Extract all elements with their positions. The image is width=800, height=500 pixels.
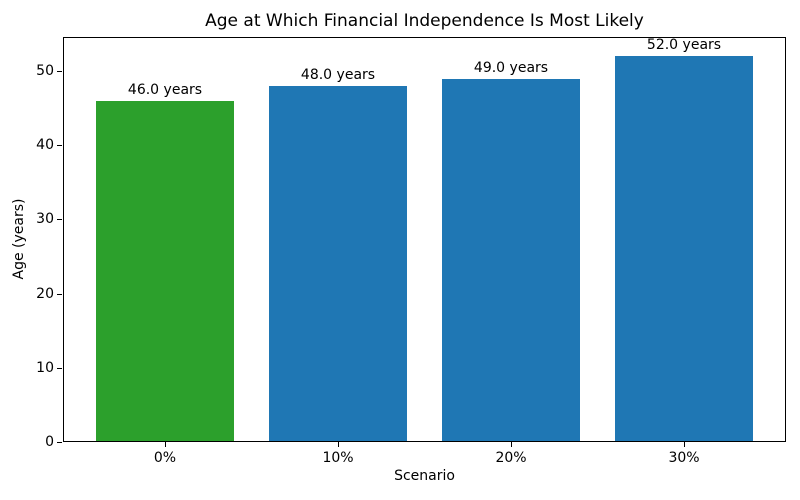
bar-value-label: 49.0 years — [473, 60, 549, 76]
x-tick-label: 0% — [153, 450, 177, 466]
y-axis-label: Age (years) — [11, 198, 27, 280]
y-tick-mark — [57, 368, 62, 369]
y-tick-label: 20 — [36, 286, 54, 302]
y-tick-mark — [57, 71, 62, 72]
y-tick-label: 50 — [36, 63, 54, 79]
y-tick-mark — [57, 219, 62, 220]
x-tick-mark — [338, 442, 339, 447]
y-tick-mark — [57, 145, 62, 146]
bar-20% — [442, 79, 580, 441]
x-tick-label: 30% — [668, 450, 700, 466]
bar-30% — [615, 56, 753, 441]
bar-10% — [269, 86, 407, 441]
bar-value-label: 46.0 years — [127, 82, 203, 98]
x-tick-label: 20% — [495, 450, 527, 466]
x-tick-mark — [511, 442, 512, 447]
y-tick-label: 40 — [36, 137, 54, 153]
bar-0% — [96, 101, 234, 441]
y-tick-label: 10 — [36, 360, 54, 376]
x-tick-mark — [165, 442, 166, 447]
y-tick-label: 30 — [36, 211, 54, 227]
y-tick-mark — [57, 442, 62, 443]
x-tick-mark — [684, 442, 685, 447]
x-tick-label: 10% — [322, 450, 354, 466]
chart-title: Age at Which Financial Independence Is M… — [205, 11, 644, 31]
bar-value-label: 52.0 years — [646, 37, 722, 53]
y-tick-mark — [57, 294, 62, 295]
y-tick-label: 0 — [45, 434, 54, 450]
bar-value-label: 48.0 years — [300, 67, 376, 83]
x-axis-label: Scenario — [394, 468, 455, 484]
